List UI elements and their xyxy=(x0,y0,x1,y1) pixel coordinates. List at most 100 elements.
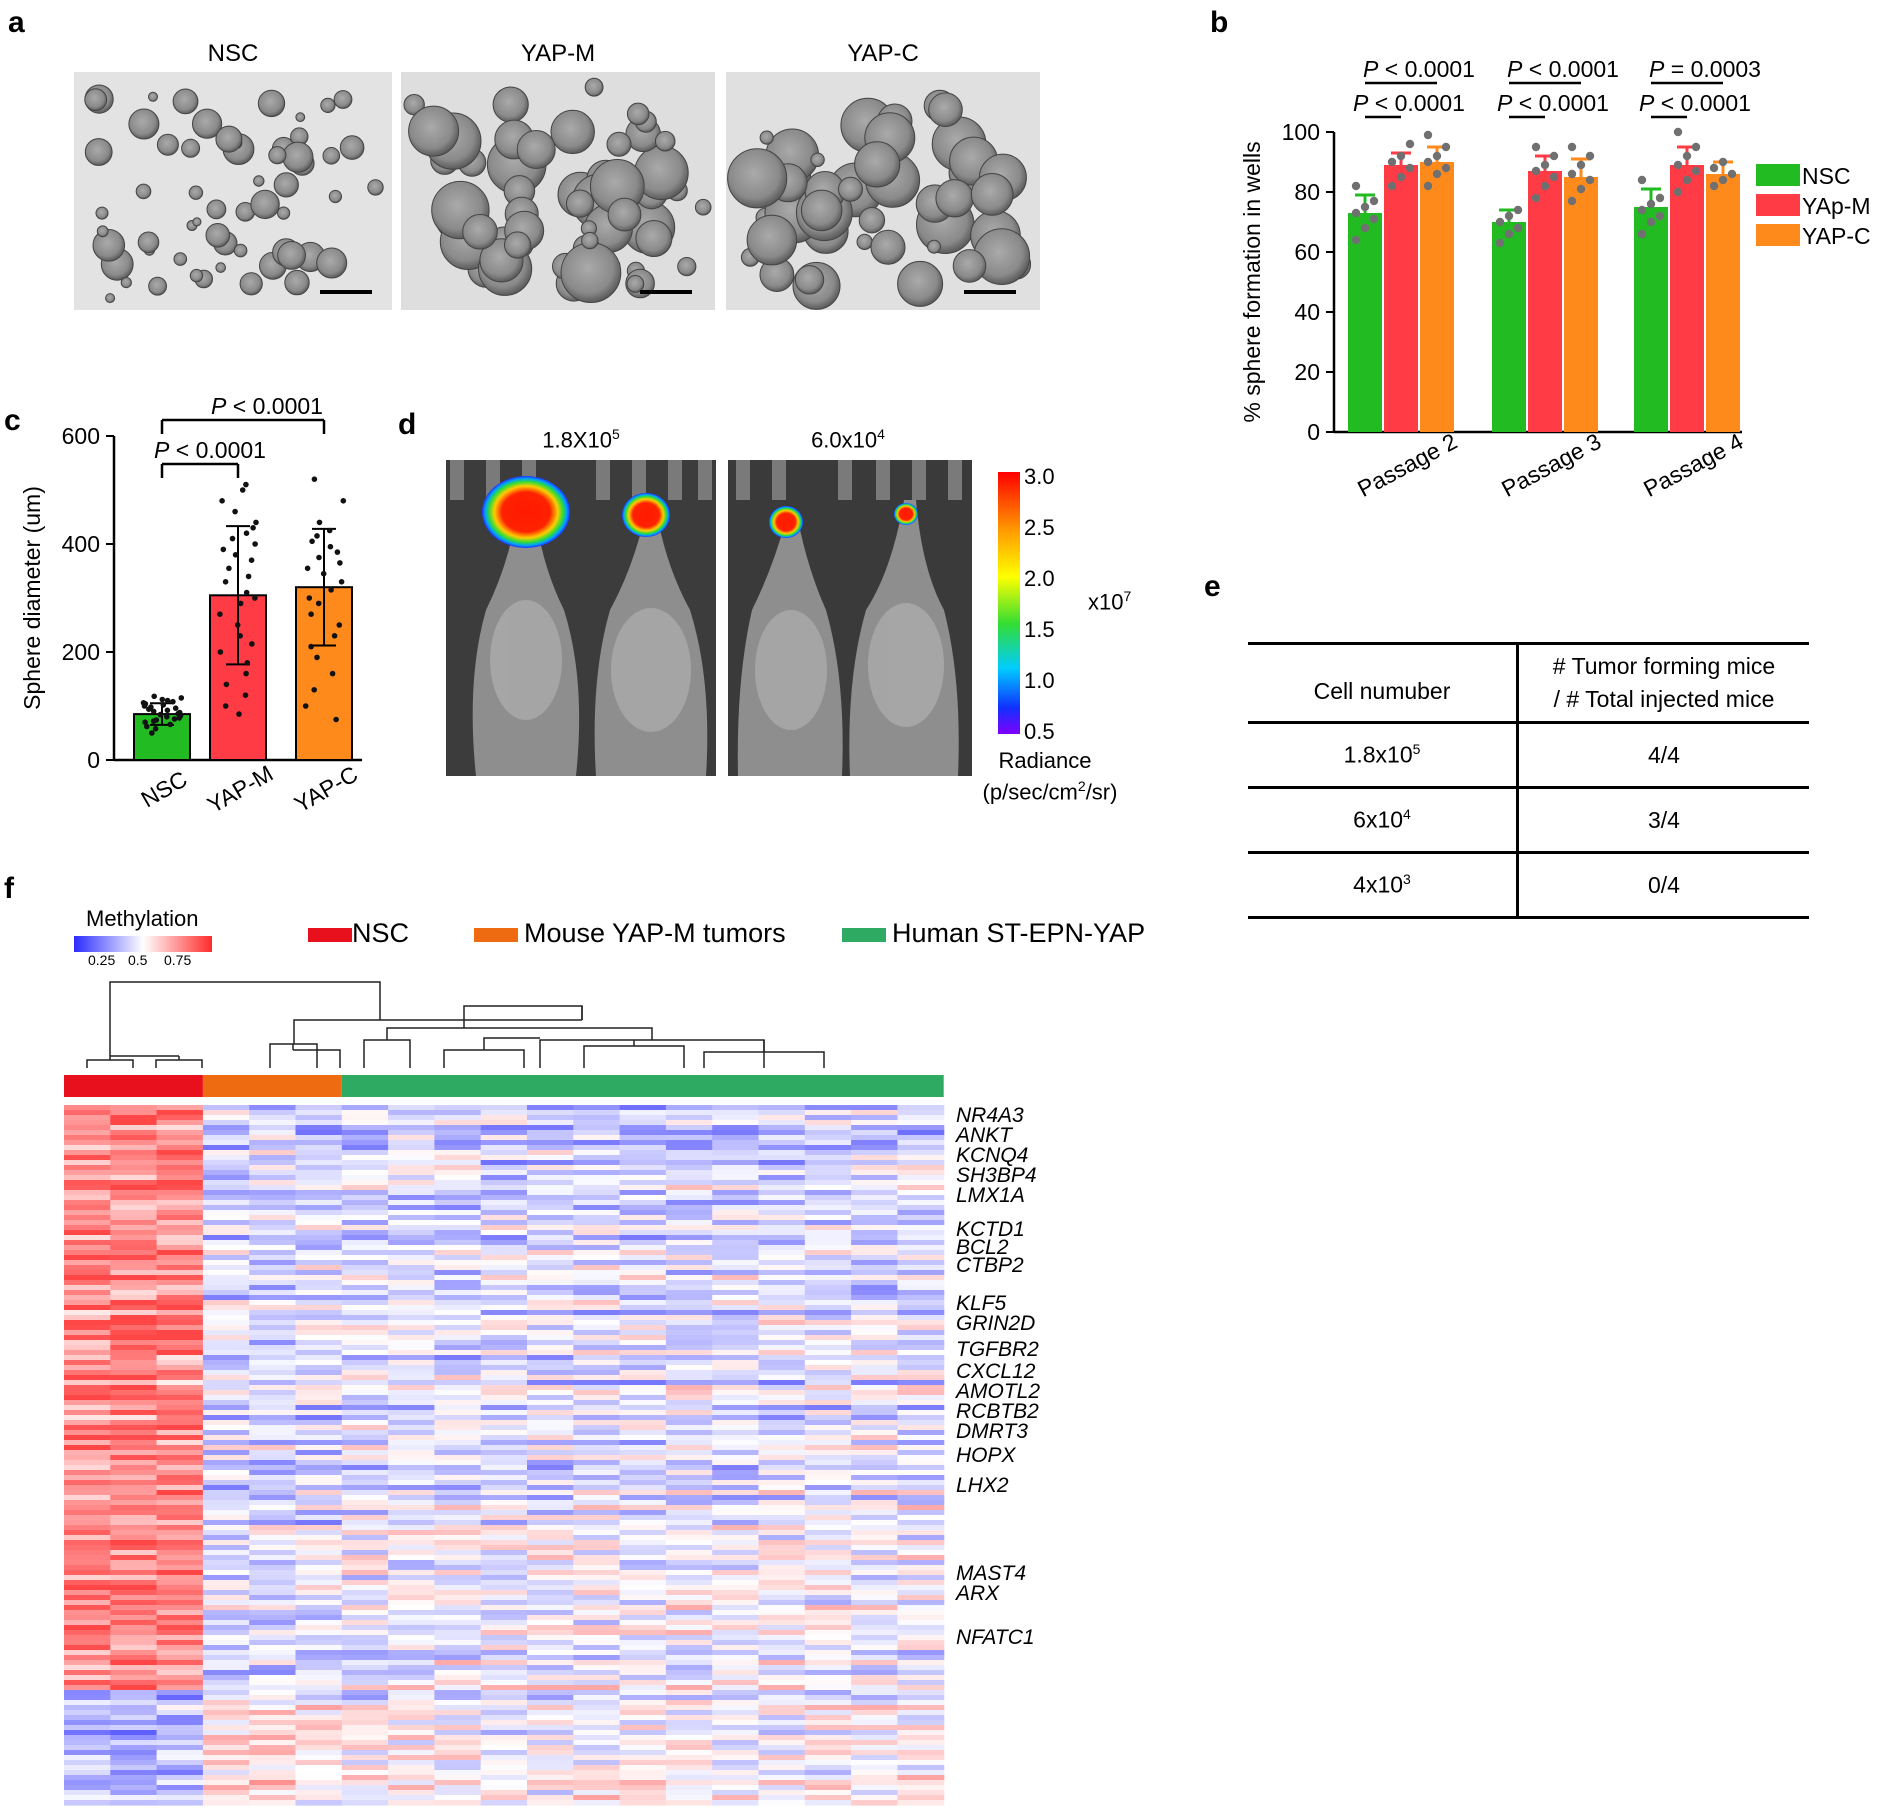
heatmap-cell xyxy=(110,1215,158,1221)
heatmap-cell xyxy=(619,1525,667,1531)
heatmap-cell xyxy=(388,1125,435,1131)
data-point xyxy=(1369,214,1379,224)
heatmap-cell xyxy=(527,1455,574,1461)
data-point xyxy=(232,508,238,515)
heatmap-cell xyxy=(249,1200,297,1206)
heatmap-cell xyxy=(341,1190,389,1196)
heatmap-cell xyxy=(295,1755,343,1761)
heatmap-cell xyxy=(758,1115,806,1121)
heatmap-cell xyxy=(434,1535,482,1541)
heatmap-cell xyxy=(64,1320,111,1326)
heatmap-cell xyxy=(341,1655,389,1661)
heatmap-cell xyxy=(341,1500,389,1506)
heatmap-cell xyxy=(480,1520,528,1526)
data-point xyxy=(250,525,256,531)
heatmap-cell xyxy=(202,1570,250,1576)
panel-a-title-yap-c: YAP-C xyxy=(847,40,919,67)
heatmap-cell xyxy=(202,1350,250,1356)
heatmap-cell xyxy=(712,1455,760,1461)
heatmap-cell xyxy=(388,1710,435,1716)
heatmap-cell xyxy=(758,1795,806,1801)
heatmap-cell xyxy=(202,1160,250,1166)
heatmap-cell xyxy=(64,1780,111,1786)
heatmap-cell xyxy=(110,1140,158,1146)
heatmap-cell xyxy=(851,1490,898,1496)
heatmap-cell xyxy=(573,1205,621,1211)
heatmap-cell xyxy=(851,1700,898,1706)
heatmap-cell xyxy=(156,1180,204,1186)
heatmap-cell xyxy=(804,1615,852,1621)
data-point xyxy=(333,716,339,723)
heatmap-cell xyxy=(897,1330,945,1336)
heatmap-cell xyxy=(156,1725,204,1731)
heatmap-cell xyxy=(527,1335,574,1341)
heatmap-cell xyxy=(851,1435,898,1441)
heatmap-cell xyxy=(758,1425,806,1431)
heatmap-cell xyxy=(110,1685,158,1691)
heatmap-cell xyxy=(665,1535,713,1541)
heatmap-cell xyxy=(434,1255,482,1261)
heatmap-cell xyxy=(619,1775,667,1781)
heatmap-cell xyxy=(202,1305,250,1311)
data-point xyxy=(1727,169,1737,179)
heatmap-cell xyxy=(665,1770,713,1776)
heatmap-cell xyxy=(156,1600,204,1606)
heatmap-cell xyxy=(388,1130,435,1136)
colorbar-tick-2-5: 2.5 xyxy=(1024,515,1055,540)
heatmap-cell xyxy=(156,1325,204,1331)
heatmap-cell xyxy=(573,1790,621,1796)
heatmap-cell xyxy=(897,1220,945,1226)
heatmap-cell xyxy=(249,1465,297,1471)
heatmap-cell xyxy=(712,1565,760,1571)
heatmap-cell xyxy=(388,1390,435,1396)
heatmap-cell xyxy=(64,1485,111,1491)
heatmap-cell xyxy=(851,1315,898,1321)
sphere xyxy=(188,185,204,200)
heatmap-cell xyxy=(110,1510,158,1516)
heatmap-cell xyxy=(388,1725,435,1731)
heatmap-cell xyxy=(249,1235,297,1241)
significance-label: P < 0.0001 xyxy=(1363,56,1475,82)
heatmap-cell xyxy=(434,1135,482,1141)
heatmap-cell xyxy=(341,1635,389,1641)
heatmap-cell xyxy=(897,1130,945,1136)
heatmap-cell xyxy=(619,1535,667,1541)
sphere xyxy=(148,91,158,102)
heatmap-cell xyxy=(388,1205,435,1211)
heatmap-cell xyxy=(156,1500,204,1506)
heatmap-cell xyxy=(295,1125,343,1131)
heatmap-cell xyxy=(249,1595,297,1601)
data-point xyxy=(160,702,167,708)
heatmap-cell xyxy=(758,1480,806,1486)
panel-e-table: Cell numuber # Tumor forming mice / # To… xyxy=(1248,642,1809,919)
heatmap-cell xyxy=(851,1755,898,1761)
heatmap-cell xyxy=(804,1135,852,1141)
heatmap-cell xyxy=(665,1230,713,1236)
heatmap-cell xyxy=(804,1550,852,1556)
heatmap-cell xyxy=(851,1750,898,1756)
bar xyxy=(1384,165,1418,432)
heatmap-cell xyxy=(110,1670,158,1676)
heatmap-cell xyxy=(480,1320,528,1326)
heatmap-cell xyxy=(388,1155,435,1161)
heatmap-cell xyxy=(712,1645,760,1651)
heatmap-cell xyxy=(665,1305,713,1311)
heatmap-cell xyxy=(851,1150,898,1156)
heatmap-cell xyxy=(110,1145,158,1151)
heatmap-cell xyxy=(249,1350,297,1356)
significance-label: P < 0.0001 xyxy=(1507,56,1619,82)
heatmap-cell xyxy=(897,1760,945,1766)
heatmap-cell xyxy=(249,1170,297,1176)
heatmap-cell xyxy=(110,1450,158,1456)
heatmap-cell xyxy=(156,1710,204,1716)
data-point xyxy=(153,717,160,723)
heatmap-cell xyxy=(573,1650,621,1656)
heatmap-cell xyxy=(341,1445,389,1451)
heatmap-cell xyxy=(249,1375,297,1381)
data-point xyxy=(1567,169,1577,179)
heatmap-cell xyxy=(897,1365,945,1371)
heatmap-cell xyxy=(110,1710,158,1716)
group-swatch-human xyxy=(842,927,886,942)
heatmap-cell xyxy=(295,1185,343,1191)
heatmap-cell xyxy=(202,1650,250,1656)
